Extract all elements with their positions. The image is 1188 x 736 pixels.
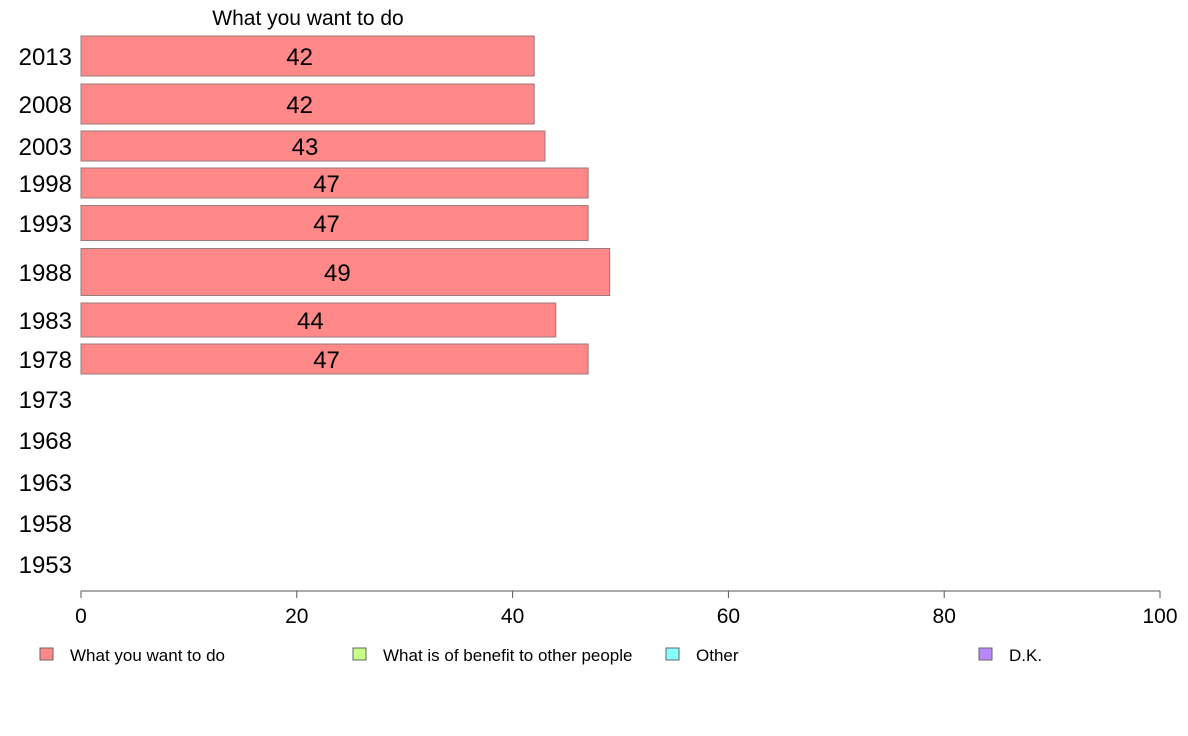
x-tick-label-20: 20 bbox=[285, 605, 308, 628]
bar-2008 bbox=[80, 83, 535, 125]
x-axis: 0 20 40 60 80 100 bbox=[75, 590, 1178, 628]
legend-swatch-3 bbox=[665, 647, 680, 661]
legend-swatch-2 bbox=[352, 647, 367, 661]
x-tick-label-60: 60 bbox=[717, 605, 740, 628]
year-label-1953: 1953 bbox=[19, 552, 72, 579]
bar-label-2008: 42 bbox=[286, 92, 313, 119]
bar-1993 bbox=[80, 205, 589, 241]
legend-swatch-1 bbox=[39, 647, 54, 661]
bar-label-1988: 49 bbox=[324, 260, 351, 287]
x-tick-label-100: 100 bbox=[1142, 605, 1177, 628]
year-label-1973: 1973 bbox=[19, 387, 72, 414]
bar-1988 bbox=[80, 248, 611, 296]
bar-label-1993: 47 bbox=[313, 211, 340, 238]
year-label-1958: 1958 bbox=[19, 511, 72, 538]
x-tick-label-40: 40 bbox=[501, 605, 524, 628]
year-label-2008: 2008 bbox=[19, 92, 72, 119]
bar-1998 bbox=[80, 167, 589, 199]
bar-label-1998: 47 bbox=[313, 171, 340, 198]
legend-label-3: Other bbox=[696, 646, 739, 665]
legend: What you want to do What is of benefit to… bbox=[39, 646, 1042, 665]
year-label-2013: 2013 bbox=[19, 44, 72, 71]
year-labels: 2013 2008 2003 1998 1993 1988 1983 1978 1973 1968… bbox=[19, 44, 72, 579]
legend-swatch-4 bbox=[978, 647, 993, 661]
year-label-1998: 1998 bbox=[19, 171, 72, 198]
bar-2003 bbox=[80, 130, 546, 162]
bar-label-2003: 43 bbox=[292, 134, 319, 161]
year-label-1968: 1968 bbox=[19, 428, 72, 455]
legend-label-2: What is of benefit to other people bbox=[383, 646, 633, 665]
year-label-1993: 1993 bbox=[19, 211, 72, 238]
x-tick-label-80: 80 bbox=[933, 605, 956, 628]
year-label-2003: 2003 bbox=[19, 134, 72, 161]
year-label-1978: 1978 bbox=[19, 347, 72, 374]
year-label-1983: 1983 bbox=[19, 308, 72, 335]
bar-label-1983: 44 bbox=[297, 308, 324, 335]
bar-label-1978: 47 bbox=[313, 347, 340, 374]
chart-title: What you want to do bbox=[212, 7, 403, 30]
legend-label-4: D.K. bbox=[1009, 646, 1042, 665]
bar-2013 bbox=[80, 35, 535, 77]
year-label-1963: 1963 bbox=[19, 470, 72, 497]
year-label-1988: 1988 bbox=[19, 260, 72, 287]
bar-label-2013: 42 bbox=[286, 44, 313, 71]
legend-label-1: What you want to do bbox=[70, 646, 225, 665]
x-tick-label-0: 0 bbox=[75, 605, 87, 628]
bar-1978 bbox=[80, 343, 589, 375]
bar-1983 bbox=[80, 302, 557, 338]
